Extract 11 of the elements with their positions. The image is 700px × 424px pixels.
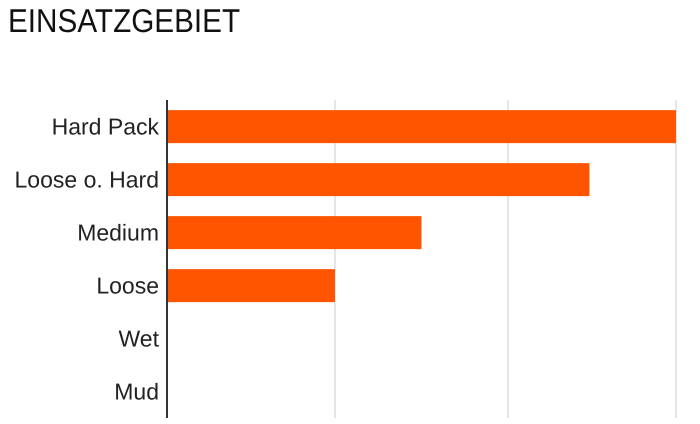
bar [167, 110, 676, 144]
y-tick-label: Mud [114, 378, 159, 405]
y-tick-label: Loose [96, 272, 159, 299]
y-tick-label: Hard Pack [52, 114, 160, 140]
bar [167, 216, 422, 250]
y-tick-label: Loose o. Hard [14, 166, 159, 193]
bar [167, 163, 590, 196]
bar [167, 269, 335, 302]
y-tick-label: Medium [77, 220, 159, 246]
chart-title: EINSATZGEBIET [8, 2, 240, 40]
y-tick-label: Wet [118, 326, 160, 352]
